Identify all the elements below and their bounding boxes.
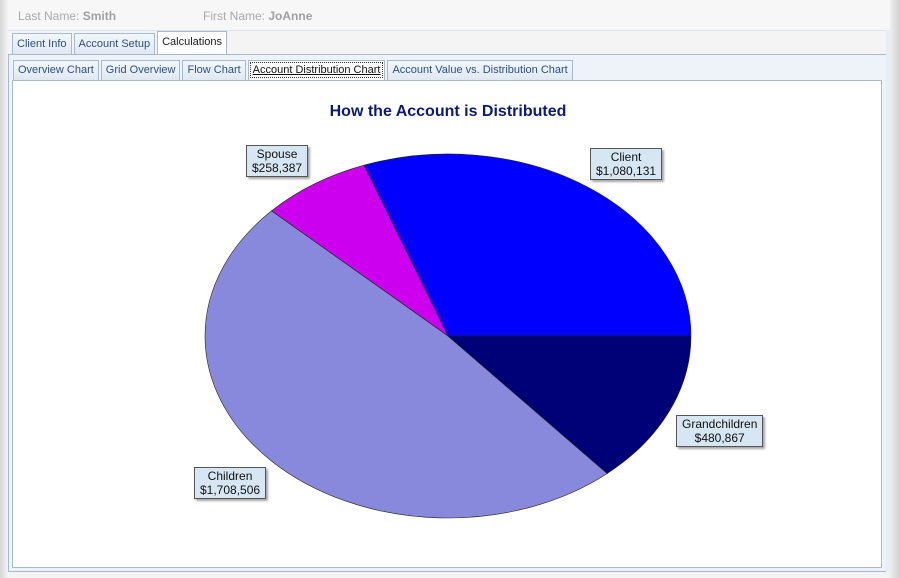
tab-grid-overview[interactable]: Grid Overview: [100, 60, 181, 80]
callout-children-value: $1,708,506: [200, 483, 261, 497]
callout-grandchildren-value: $480,867: [694, 431, 745, 445]
chart-panel: How the Account is Distributed Client $1…: [12, 80, 882, 568]
tab-account-setup[interactable]: Account Setup: [73, 33, 156, 54]
main-tab-strip: Client Info Account Setup Calculations: [12, 31, 229, 55]
callout-spouse-value: $258,387: [252, 161, 303, 175]
pie-slice-grandchildren: [447, 335, 692, 474]
tab-overview-chart[interactable]: Overview Chart: [13, 60, 99, 80]
first-name-label: First Name:: [203, 9, 266, 23]
pie-slice-client: [363, 153, 692, 337]
pie-chart: [204, 153, 692, 519]
pie-slice-spouse: [270, 164, 449, 337]
callout-spouse-name: Spouse: [256, 147, 298, 161]
callout-spouse: Spouse $258,387: [246, 145, 309, 177]
first-name-value: JoAnne: [268, 9, 313, 23]
window-edge: [886, 30, 890, 572]
callout-grandchildren: Grandchildren $480,867: [676, 415, 764, 447]
last-name-value: Smith: [82, 9, 117, 23]
callout-client-name: Client: [610, 150, 642, 164]
tab-flow-chart[interactable]: Flow Chart: [182, 60, 246, 80]
callout-children-name: Children: [207, 469, 253, 483]
tab-account-distribution-chart[interactable]: Account Distribution Chart: [247, 60, 386, 80]
chart-title: How the Account is Distributed: [329, 103, 567, 120]
callout-children: Children $1,708,506: [194, 467, 267, 499]
last-name-field: Last Name: Smith: [18, 9, 116, 23]
callout-client: Client $1,080,131: [590, 148, 663, 180]
first-name-field: First Name: JoAnne: [203, 9, 312, 23]
sub-tab-strip: Overview Chart Grid Overview Flow Chart …: [13, 60, 575, 81]
client-header: Last Name: Smith First Name: JoAnne: [8, 0, 890, 31]
last-name-label: Last Name:: [18, 9, 80, 23]
pie-slice-children: [204, 210, 608, 519]
tab-client-info[interactable]: Client Info: [12, 33, 72, 54]
callout-client-value: $1,080,131: [596, 164, 657, 178]
callout-grandchildren-name: Grandchildren: [682, 417, 758, 431]
tab-calculations[interactable]: Calculations: [157, 31, 228, 54]
tab-account-value-vs-distribution-chart[interactable]: Account Value vs. Distribution Chart: [387, 60, 573, 80]
